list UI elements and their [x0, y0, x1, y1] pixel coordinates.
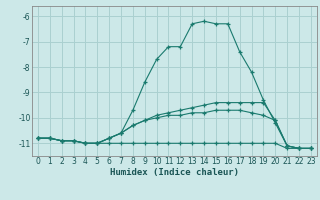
X-axis label: Humidex (Indice chaleur): Humidex (Indice chaleur) [110, 168, 239, 177]
